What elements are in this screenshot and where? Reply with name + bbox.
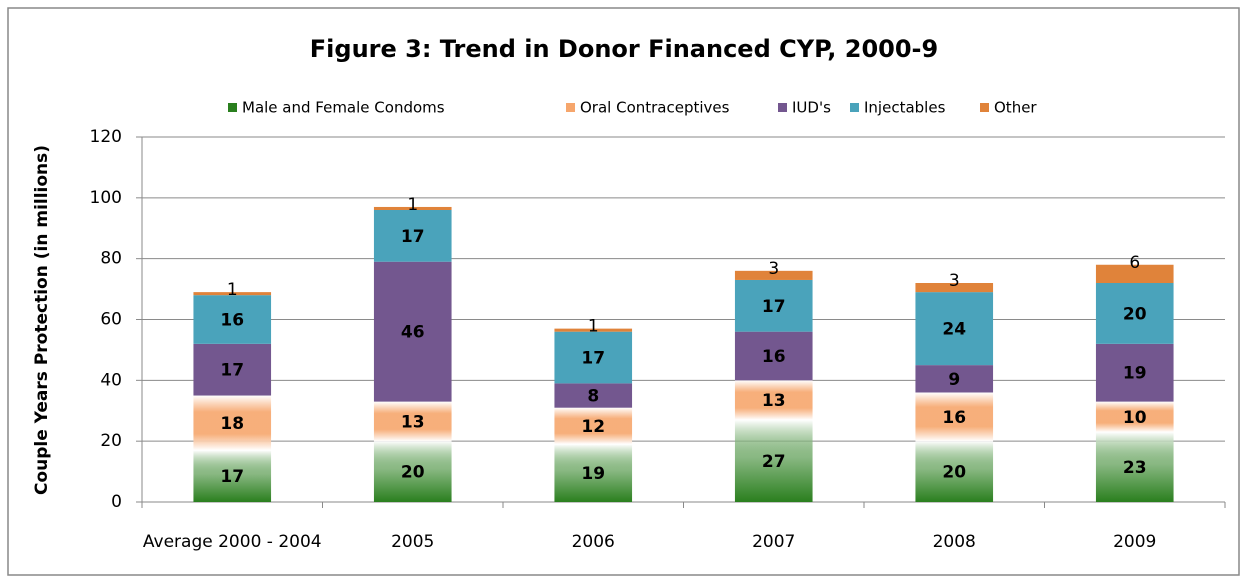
y-tick-label: 40	[100, 370, 122, 390]
data-label: 17	[581, 349, 605, 369]
data-label: 20	[1123, 304, 1147, 324]
bar-segment	[915, 283, 994, 293]
legend-label: IUD's	[792, 99, 831, 117]
bar-segment	[554, 383, 633, 408]
bar-segment	[734, 331, 813, 381]
y-tick-label: 120	[90, 127, 122, 147]
data-label: 16	[762, 347, 786, 367]
bar-segment	[373, 401, 452, 442]
bar-segment	[193, 295, 272, 344]
bar-segment	[193, 343, 272, 396]
bar-segment	[373, 210, 452, 262]
bar-segment	[1095, 343, 1174, 402]
data-label: 10	[1123, 408, 1147, 428]
data-label: 1	[227, 280, 238, 300]
bar-segment	[193, 450, 272, 502]
data-label: 13	[762, 391, 786, 411]
data-label: 13	[401, 412, 425, 432]
bar-segment	[373, 206, 452, 210]
data-label: 9	[948, 370, 960, 390]
bar-segment	[554, 331, 633, 384]
x-tick-label: 2007	[752, 532, 795, 552]
data-label: 3	[949, 271, 960, 291]
data-label: 46	[401, 323, 425, 343]
legend-label: Other	[994, 99, 1037, 117]
x-tick-label: 2008	[933, 532, 976, 552]
bar-segment	[1095, 283, 1174, 344]
y-axis-title: Couple Years Protection (in millions)	[32, 145, 52, 495]
bar-segment	[1095, 264, 1174, 283]
bar-segment	[373, 261, 452, 402]
data-label: 6	[1129, 253, 1140, 273]
bar-segment	[734, 380, 813, 420]
legend-label: Injectables	[864, 99, 946, 117]
x-tick-label: 2009	[1113, 532, 1156, 552]
bar-segment	[915, 441, 994, 502]
legend-swatch	[778, 103, 787, 112]
y-tick-label: 60	[100, 310, 122, 330]
data-label: 17	[401, 227, 425, 247]
data-label: 19	[1123, 364, 1147, 384]
data-label: 17	[220, 361, 244, 381]
data-label: 20	[401, 463, 425, 483]
data-label: 17	[762, 297, 786, 317]
legend-swatch	[566, 103, 575, 112]
bar-segment	[915, 392, 994, 442]
x-tick-label: 2006	[572, 532, 615, 552]
bar-segment	[915, 365, 994, 393]
data-label: 17	[220, 467, 244, 487]
data-label: 27	[762, 452, 786, 472]
legend-label: Male and Female Condoms	[242, 99, 445, 117]
data-label: 8	[587, 387, 599, 407]
data-label: 18	[220, 414, 244, 434]
bar-segment	[193, 292, 272, 296]
legend-label: Oral Contraceptives	[580, 99, 730, 117]
chart-title: Figure 3: Trend in Donor Financed CYP, 2…	[310, 35, 938, 63]
data-label: 12	[581, 417, 605, 437]
bar-segment	[554, 444, 633, 502]
bar-segment	[1095, 401, 1174, 433]
data-label: 19	[581, 464, 605, 484]
x-tick-label: Average 2000 - 2004	[143, 532, 322, 552]
y-tick-label: 100	[90, 188, 122, 208]
bar-segment	[734, 279, 813, 332]
legend-swatch	[980, 103, 989, 112]
bar-segment	[554, 407, 633, 445]
bar-segment	[915, 292, 994, 366]
bar-segment	[734, 419, 813, 502]
data-label: 3	[768, 259, 779, 279]
data-label: 1	[588, 317, 599, 337]
bar-segment	[1095, 432, 1174, 502]
legend-swatch	[850, 103, 859, 112]
data-label: 20	[942, 463, 966, 483]
bar-segment	[373, 441, 452, 502]
y-tick-label: 0	[111, 492, 122, 512]
data-label: 23	[1123, 458, 1147, 478]
data-label: 24	[942, 320, 966, 340]
legend-swatch	[228, 103, 237, 112]
bar-segment	[554, 328, 633, 332]
bar-segment	[734, 270, 813, 280]
y-tick-label: 20	[100, 431, 122, 451]
data-label: 16	[942, 408, 966, 428]
data-label: 1	[407, 195, 418, 215]
x-tick-label: 2005	[391, 532, 434, 552]
bar-segment	[193, 395, 272, 451]
data-label: 16	[220, 311, 244, 331]
y-tick-label: 80	[100, 249, 122, 269]
